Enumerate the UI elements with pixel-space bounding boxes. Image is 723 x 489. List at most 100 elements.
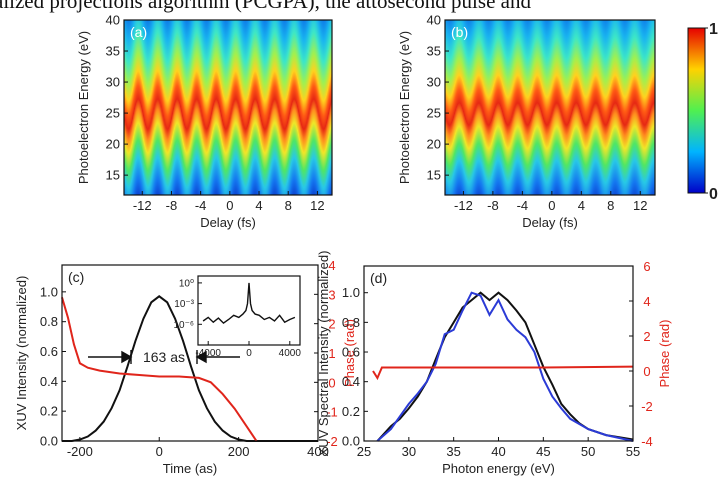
data-line — [376, 291, 634, 442]
caption-fragment: alized projections algorithm (PCGPA), th… — [0, 0, 531, 13]
y-tick-label: 0.6 — [342, 345, 360, 360]
x-tick-label: -12 — [454, 198, 473, 213]
y2-tick-label: 2 — [328, 317, 335, 332]
y-tick-label: 0.0 — [40, 434, 58, 449]
y2-axis-label: Phase (rad) — [657, 320, 672, 388]
x-tick-label: 35 — [446, 444, 460, 459]
plot-frame — [363, 265, 634, 442]
x-tick-label: 55 — [626, 444, 640, 459]
y-tick-label: 25 — [427, 106, 441, 121]
y-tick-label: 0.8 — [40, 314, 58, 329]
y-tick-label: 15 — [427, 168, 441, 183]
y-tick-label: 1.0 — [40, 284, 58, 299]
colorbar-tick-label: 1 — [709, 21, 718, 38]
x-tick-label: 4 — [578, 198, 585, 213]
y2-tick-label: 0 — [643, 364, 650, 379]
x-axis-label: Delay (fs) — [200, 215, 256, 230]
y2-tick-label: 4 — [643, 294, 650, 309]
x-tick-label: 0 — [246, 348, 252, 359]
data-line — [372, 365, 634, 381]
panel-label: (a) — [130, 24, 147, 40]
y-axis-label: Photoelectron Energy (eV) — [76, 31, 91, 184]
y-tick-label: 40 — [427, 13, 441, 28]
y-tick-label: 0.2 — [342, 404, 360, 419]
panel-label: (c) — [68, 269, 84, 285]
x-tick-label: -4000 — [195, 348, 221, 359]
x-tick-label: -4 — [195, 198, 207, 213]
x-tick-label: 0 — [548, 198, 555, 213]
x-tick-label: 25 — [357, 444, 371, 459]
y2-tick-label: 3 — [328, 287, 335, 302]
plot-frame — [197, 275, 301, 346]
x-axis-label: Delay (fs) — [522, 215, 578, 230]
x-tick-label: -8 — [487, 198, 499, 213]
y2-tick-label: -2 — [641, 399, 653, 414]
annotation: 163 as — [143, 349, 185, 365]
x-tick-label: 12 — [633, 198, 647, 213]
y2-tick-label: 1 — [328, 346, 335, 361]
y-tick-label: 30 — [106, 75, 120, 90]
x-tick-label: -12 — [133, 198, 152, 213]
x-tick-label: -4 — [517, 198, 529, 213]
y-axis-label: XUV Spectral Intensity (normalized) — [316, 251, 331, 457]
y-tick-label: 25 — [106, 106, 120, 121]
x-tick-label: 4000 — [279, 348, 302, 359]
colorbar-tick-label: 0 — [709, 186, 718, 203]
x-tick-label: 8 — [285, 198, 292, 213]
x-tick-label: 400 — [307, 444, 329, 459]
x-axis-label: Photon energy (eV) — [442, 461, 555, 476]
y-tick-label: 0.4 — [342, 374, 360, 389]
y-tick-label: 20 — [106, 137, 120, 152]
y-tick-label: 0.4 — [40, 374, 58, 389]
x-tick-label: 8 — [607, 198, 614, 213]
fwhm-arrows — [88, 350, 240, 364]
y2-tick-label: -2 — [326, 434, 338, 449]
y-tick-label: 10⁻⁶ — [173, 320, 194, 331]
plot-frame — [444, 19, 656, 196]
y2-tick-label: 2 — [643, 329, 650, 344]
plot-frame — [123, 19, 333, 196]
y2-tick-label: -4 — [641, 434, 653, 449]
data-line — [202, 282, 296, 325]
y-axis-label: Photoelectron Energy (eV) — [397, 31, 412, 184]
data-line — [376, 291, 634, 442]
x-tick-label: -200 — [67, 444, 93, 459]
y2-tick-label: -1 — [326, 405, 338, 420]
x-tick-label: 0 — [226, 198, 233, 213]
y-tick-label: 35 — [106, 44, 120, 59]
x-tick-label: -8 — [166, 198, 178, 213]
y-tick-label: 40 — [106, 13, 120, 28]
x-tick-label: 4 — [255, 198, 262, 213]
y2-tick-label: 0 — [328, 375, 335, 390]
y2-axis-label: Phase (rad) — [342, 319, 357, 387]
y-tick-label: 10⁰ — [179, 278, 194, 289]
y-tick-label: 0.8 — [342, 315, 360, 330]
x-tick-label: 45 — [536, 444, 550, 459]
y-tick-label: 15 — [106, 168, 120, 183]
x-tick-label: 30 — [402, 444, 416, 459]
x-axis-label: Time (as) — [163, 461, 217, 476]
heatmap — [445, 20, 655, 195]
x-tick-label: 0 — [156, 444, 163, 459]
y-tick-label: 0.0 — [342, 434, 360, 449]
heatmap — [124, 20, 332, 195]
y-tick-label: 0.2 — [40, 404, 58, 419]
panel-label: (b) — [451, 24, 468, 40]
y-tick-label: 1.0 — [342, 285, 360, 300]
data-line — [61, 297, 258, 442]
y2-tick-label: 6 — [643, 259, 650, 274]
data-line — [62, 295, 318, 442]
y-axis-label: XUV Intensity (normalized) — [14, 276, 29, 431]
x-tick-label: 50 — [581, 444, 595, 459]
colorbar — [687, 27, 706, 194]
y-tick-label: 10⁻³ — [174, 299, 194, 310]
panel-label: (d) — [370, 270, 387, 286]
y-tick-label: 0.6 — [40, 344, 58, 359]
x-tick-label: 12 — [310, 198, 324, 213]
y2-tick-label: 4 — [328, 258, 335, 273]
y-tick-label: 30 — [427, 75, 441, 90]
x-tick-label: 200 — [228, 444, 250, 459]
y-tick-label: 35 — [427, 44, 441, 59]
y-tick-label: 20 — [427, 137, 441, 152]
